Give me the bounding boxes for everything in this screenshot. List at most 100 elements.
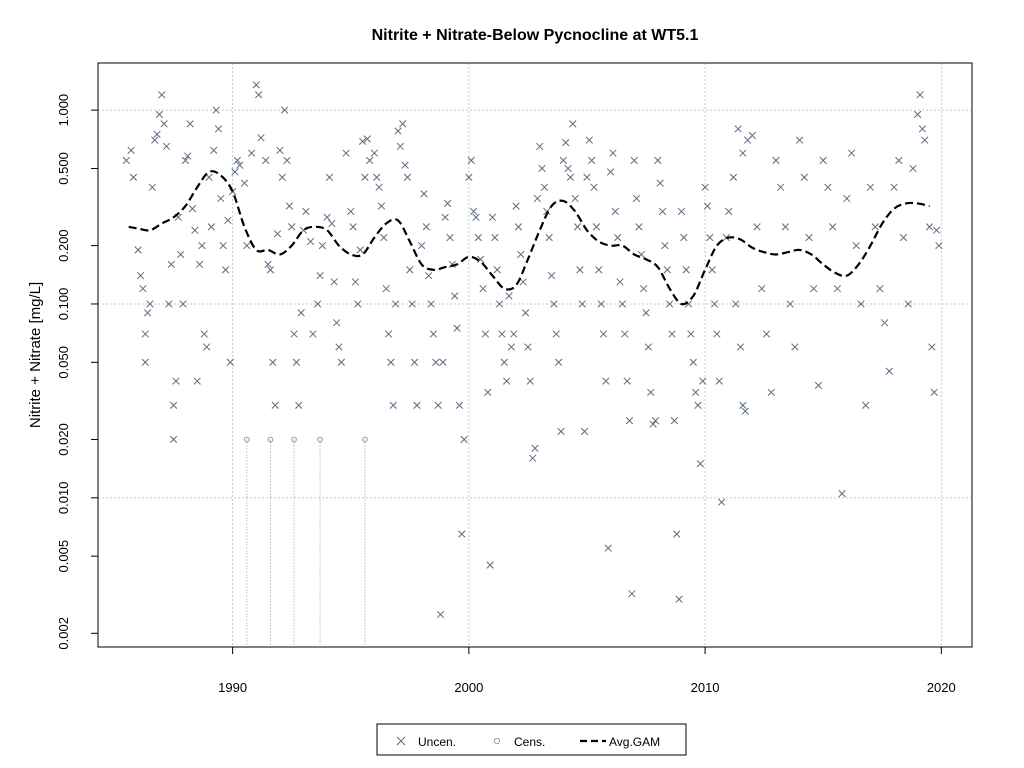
data-point: [495, 300, 504, 308]
data-point: [354, 300, 362, 308]
data-point-stroke: [177, 250, 185, 259]
data-point-stroke: [151, 136, 159, 144]
data-point: [425, 271, 433, 280]
gam-line: [128, 170, 930, 306]
data-point-stroke: [800, 173, 808, 181]
data-point: [628, 590, 636, 598]
data-point-stroke: [429, 330, 438, 338]
data-point-stroke: [640, 284, 648, 293]
data-point: [377, 202, 386, 210]
data-point: [732, 300, 740, 308]
data-point-stroke: [325, 173, 334, 181]
data-point-stroke: [569, 120, 577, 128]
data-point: [427, 300, 435, 308]
data-point-stroke: [198, 241, 206, 250]
plot-frame: [97, 62, 973, 648]
data-point: [363, 135, 371, 143]
data-point-stroke: [472, 213, 480, 221]
data-point: [616, 278, 624, 286]
data-point: [191, 226, 199, 234]
data-point: [805, 233, 813, 242]
data-point: [824, 183, 832, 191]
data-point-stroke: [384, 330, 393, 338]
data-point: [455, 401, 464, 409]
data-point: [153, 130, 161, 138]
data-point: [734, 125, 742, 133]
data-point-stroke: [507, 343, 516, 351]
data-point: [240, 179, 249, 187]
data-point: [465, 173, 473, 181]
data-point: [302, 207, 310, 216]
data-point: [689, 358, 697, 366]
data-point-stroke: [484, 388, 492, 397]
data-point-stroke: [380, 233, 388, 242]
data-point: [262, 156, 270, 165]
data-point: [356, 246, 364, 254]
data-point-stroke: [880, 319, 889, 327]
data-point: [677, 207, 686, 216]
data-point-stroke: [169, 435, 178, 444]
data-point: [273, 230, 282, 238]
data-point-stroke: [491, 233, 499, 242]
data-point: [486, 561, 494, 569]
data-point-stroke: [498, 330, 506, 338]
data-point-stroke: [406, 266, 414, 274]
data-point: [606, 168, 615, 176]
data-point-stroke: [389, 401, 397, 409]
data-point: [141, 358, 149, 366]
data-point: [521, 309, 530, 317]
data-point: [590, 183, 598, 191]
data-point: [904, 300, 912, 308]
y-tick-label: 0.020: [56, 423, 71, 456]
data-point-stroke: [725, 207, 733, 216]
data-point: [635, 223, 643, 231]
data-point-stroke: [278, 173, 286, 181]
legend: Uncen. Cens. Avg.GAM: [376, 723, 687, 756]
data-point-stroke: [195, 260, 204, 269]
data-point-stroke: [526, 377, 534, 385]
data-point: [484, 388, 492, 397]
data-point: [710, 300, 719, 308]
data-point-stroke: [814, 381, 823, 390]
data-point: [772, 156, 780, 165]
data-point-stroke: [675, 595, 683, 603]
data-point: [198, 241, 206, 250]
data-point-stroke: [916, 91, 924, 99]
data-point-stroke: [602, 377, 610, 385]
data-point-stroke: [335, 343, 343, 351]
data-point: [654, 156, 662, 165]
data-point-stroke: [519, 278, 527, 286]
data-point: [564, 164, 572, 173]
data-point-stroke: [231, 168, 239, 176]
data-point: [297, 309, 305, 317]
censored-point: [267, 436, 274, 443]
data-point: [928, 343, 936, 351]
data-point: [691, 388, 700, 397]
data-point-stroke: [623, 377, 631, 385]
data-point: [649, 420, 657, 428]
data-point-stroke: [448, 260, 456, 269]
data-point: [469, 207, 478, 216]
data-point: [195, 260, 204, 269]
data-point: [408, 300, 416, 308]
data-point-stroke: [179, 300, 187, 308]
data-point-stroke: [862, 401, 870, 409]
data-point-stroke: [758, 284, 766, 293]
data-point: [753, 223, 761, 231]
data-point: [576, 266, 584, 274]
data-point: [630, 156, 638, 165]
data-point: [184, 152, 192, 160]
data-point-stroke: [833, 284, 842, 293]
data-point: [278, 173, 286, 181]
data-point-stroke: [616, 278, 624, 286]
data-point: [871, 223, 879, 231]
data-point: [342, 149, 350, 157]
data-point-stroke: [481, 330, 490, 338]
data-point: [595, 266, 603, 274]
data-point-stroke: [316, 271, 324, 280]
data-point: [417, 241, 426, 250]
data-point: [467, 156, 475, 165]
data-point-stroke: [205, 173, 213, 181]
legend-label-gam: Avg.GAM: [609, 735, 660, 749]
data-point: [396, 142, 405, 151]
